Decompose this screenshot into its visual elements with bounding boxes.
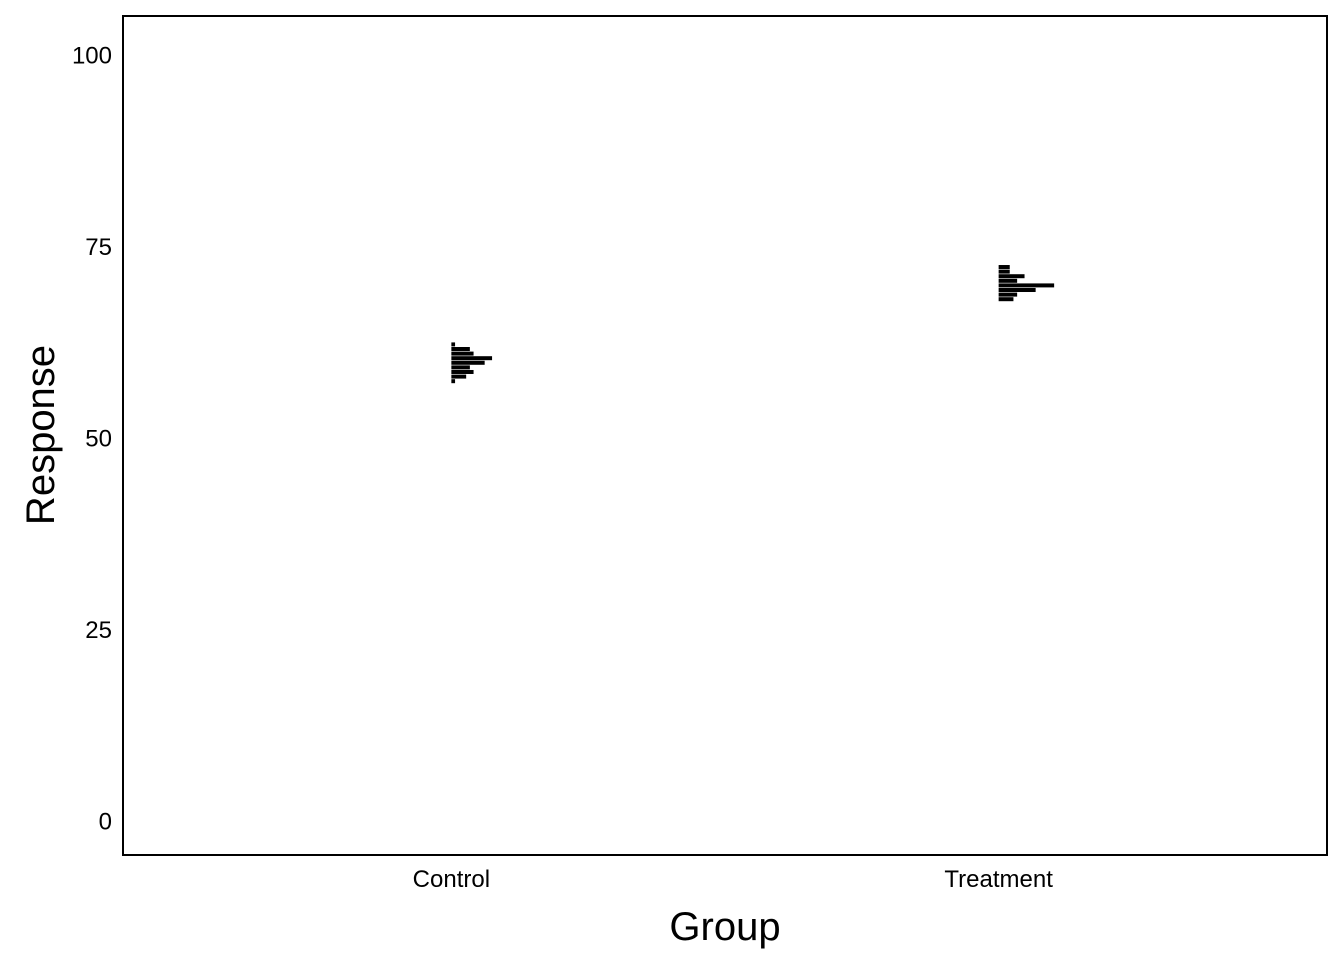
bar-treatment-0: [998, 297, 1014, 302]
bar-treatment-2: [998, 288, 1036, 293]
bar-control-1: [451, 374, 467, 379]
bar-treatment-6: [998, 269, 1010, 274]
bar-control-5: [451, 356, 493, 361]
bar-control-4: [451, 360, 485, 365]
y-tick-label-0: 0: [99, 809, 112, 836]
bar-treatment-3: [998, 283, 1055, 288]
bar-control-6: [451, 351, 474, 356]
bar-treatment-5: [998, 274, 1025, 279]
y-axis-title: Response: [19, 345, 63, 525]
bar-control-7: [451, 347, 470, 351]
bar-control-0: [451, 379, 456, 384]
bar-treatment-7: [998, 265, 1010, 270]
bar-control-2: [451, 369, 474, 374]
y-tick-label-4: 100: [72, 42, 112, 69]
x-tick-label-1: Treatment: [944, 866, 1053, 893]
y-axis: 0 25 50 75 100: [72, 42, 112, 835]
bar-control-8: [451, 342, 456, 347]
bar-treatment-1: [998, 292, 1018, 297]
y-tick-label-3: 75: [85, 234, 112, 261]
bar-treatment-4: [998, 278, 1018, 283]
bar-control-3: [451, 365, 470, 370]
y-tick-label-2: 50: [85, 425, 112, 452]
plot-area-border: [122, 15, 1328, 856]
histogram-bars: [451, 265, 1055, 384]
y-tick-label-1: 25: [85, 617, 112, 644]
x-axis-title: Group: [669, 905, 780, 949]
x-tick-label-0: Control: [413, 866, 490, 893]
x-axis: Control Treatment: [413, 866, 1054, 893]
